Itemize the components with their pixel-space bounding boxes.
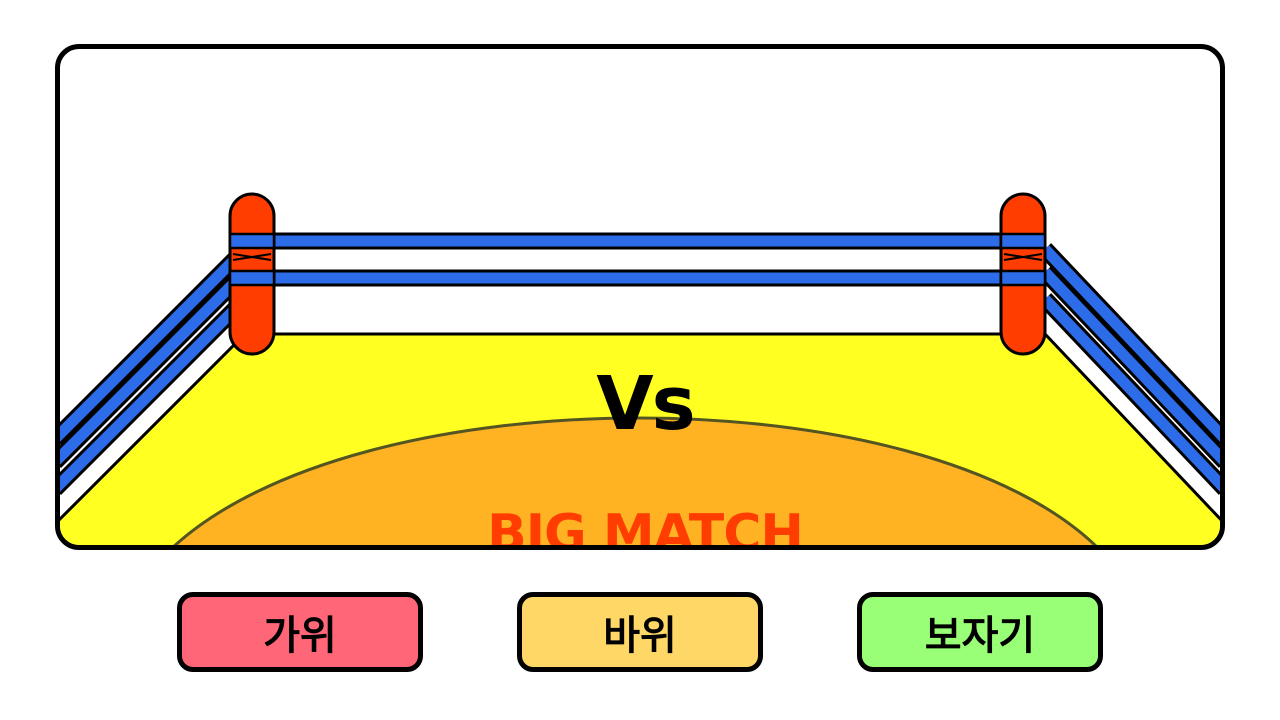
paper-button[interactable]: 보자기 (857, 592, 1103, 672)
left-corner-post (228, 192, 276, 356)
rock-button[interactable]: 바위 (517, 592, 763, 672)
right-ropes (1038, 243, 1220, 495)
big-match-title: BIG MATCH (487, 504, 804, 550)
vs-label: Vs (596, 361, 695, 447)
boxing-ring-arena: Vs BIG MATCH (55, 44, 1225, 550)
boxing-ring-illustration (60, 192, 1220, 545)
right-corner-post (999, 192, 1047, 356)
left-ropes (60, 242, 252, 496)
back-ropes (248, 232, 1042, 287)
ring-center-area (173, 416, 1097, 545)
scissors-button[interactable]: 가위 (177, 592, 423, 672)
